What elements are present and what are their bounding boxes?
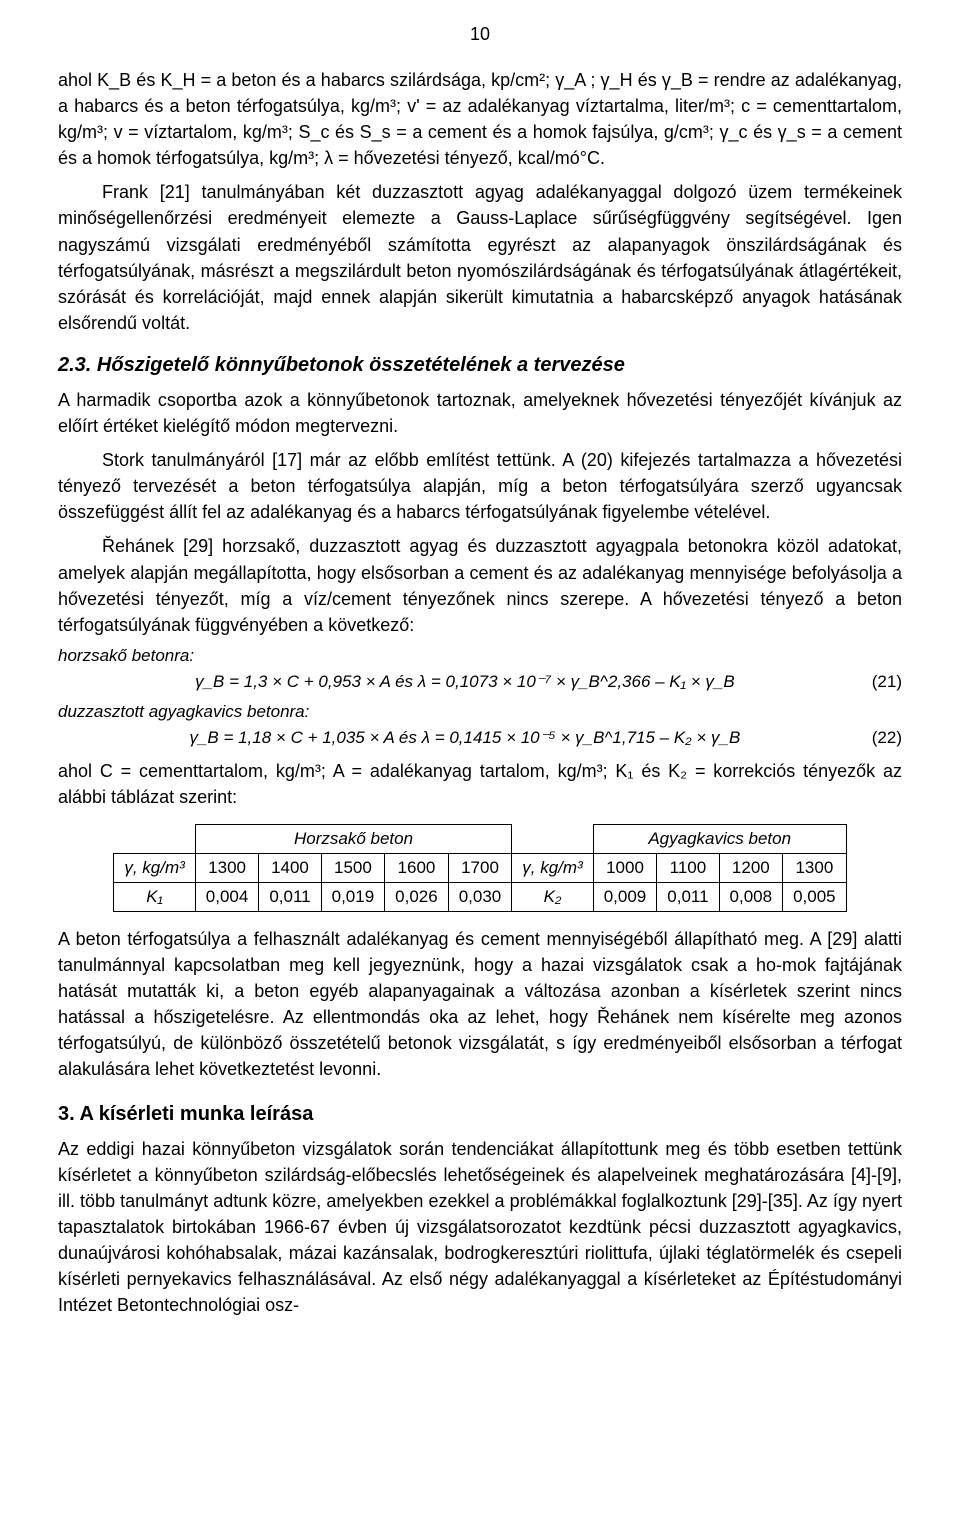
paragraph-definitions: ahol K_B és K_H = a beton és a habarcs s…	[58, 67, 902, 171]
table-cell: 0,019	[321, 882, 385, 911]
paragraph-group3: A harmadik csoportba azok a könnyűbetono…	[58, 387, 902, 439]
table-cell: 0,005	[783, 882, 847, 911]
table-cell: 0,004	[195, 882, 259, 911]
paragraph-table-intro: ahol C = cementtartalom, kg/m³; A = adal…	[58, 758, 902, 810]
duzzasztott-label: duzzasztott agyagkavics betonra:	[58, 702, 902, 722]
table-cell: 0,030	[448, 882, 512, 911]
paragraph-stork: Stork tanulmányáról [17] már az előbb em…	[58, 447, 902, 525]
table-cell: 1200	[719, 853, 783, 882]
equation-21: γ_B = 1,3 × C + 0,953 × A és λ = 0,1073 …	[58, 672, 902, 692]
table-cell: 1500	[321, 853, 385, 882]
page-container: 10 ahol K_B és K_H = a beton és a habarc…	[0, 0, 960, 1386]
table-cell: 1400	[259, 853, 321, 882]
table-cell: 1300	[783, 853, 847, 882]
equation-21-body: γ_B = 1,3 × C + 0,953 × A és λ = 0,1073 …	[70, 672, 860, 692]
paragraph-section3: Az eddigi hazai könnyűbeton vizsgálatok …	[58, 1136, 902, 1319]
table-k1-label: K₁	[114, 882, 195, 911]
table-cell: 0,026	[385, 882, 449, 911]
table-gamma-label-right: γ, kg/m³	[512, 853, 593, 882]
table-left-header: Horzsakő beton	[195, 824, 511, 853]
table-cell: 0,008	[719, 882, 783, 911]
equation-22-body: γ_B = 1,18 × C + 1,035 × A és λ = 0,1415…	[70, 728, 860, 748]
page-number: 10	[58, 24, 902, 45]
paragraph-rehanek: Řehánek [29] horzsakő, duzzasztott agyag…	[58, 533, 902, 637]
table-cell: 1700	[448, 853, 512, 882]
table-cell: 1600	[385, 853, 449, 882]
table-k2-label: K₂	[512, 882, 593, 911]
paragraph-after-table: A beton térfogatsúlya a felhasznált adal…	[58, 926, 902, 1083]
table-cell: 0,011	[259, 882, 321, 911]
horzsako-label: horzsakő betonra:	[58, 646, 902, 666]
correction-factor-table: Horzsakő beton Agyagkavics beton γ, kg/m…	[113, 824, 846, 912]
equation-21-number: (21)	[860, 672, 902, 692]
table-cell: 0,009	[593, 882, 657, 911]
heading-3: 3. A kísérleti munka leírása	[58, 1103, 902, 1126]
equation-22-number: (22)	[860, 728, 902, 748]
table-cell: 1100	[657, 853, 719, 882]
table-cell: 1300	[195, 853, 259, 882]
equation-22: γ_B = 1,18 × C + 1,035 × A és λ = 0,1415…	[58, 728, 902, 748]
table-gamma-label-left: γ, kg/m³	[114, 853, 195, 882]
paragraph-frank: Frank [21] tanulmányában két duzzasztott…	[58, 179, 902, 336]
heading-2-3: 2.3. Hőszigetelő könnyűbetonok összetéte…	[58, 354, 902, 377]
table-cell: 1000	[593, 853, 657, 882]
table-cell: 0,011	[657, 882, 719, 911]
table-right-header: Agyagkavics beton	[593, 824, 846, 853]
